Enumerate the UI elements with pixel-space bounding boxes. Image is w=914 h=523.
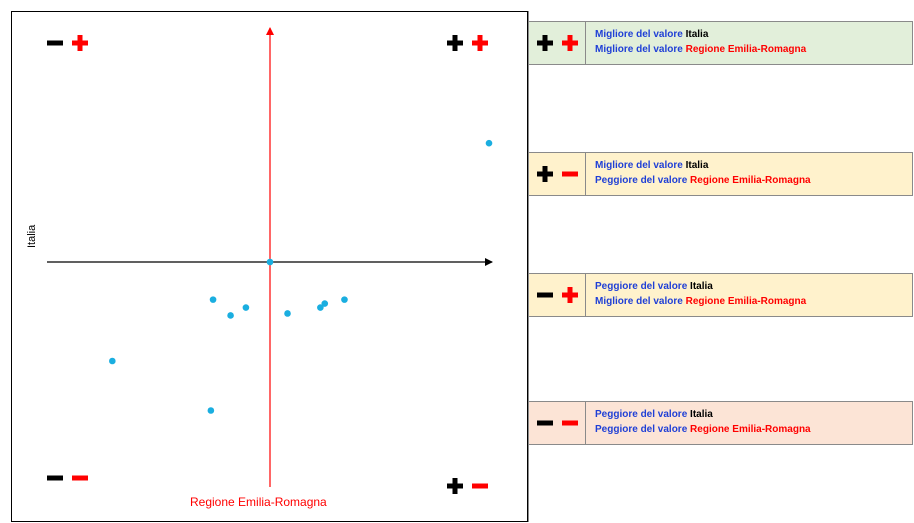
quadrant-symbol-regione-minus: [72, 475, 88, 481]
legend-line2-prefix: Migliore del valore: [595, 296, 683, 307]
quadrant-symbol-italia-plus: [447, 478, 463, 494]
quadrant-symbol-regione-minus: [472, 483, 488, 489]
legend-line1-prefix: Peggiore del valore: [595, 409, 688, 420]
legend-text: Peggiore del valore Italia Migliore del …: [586, 274, 806, 316]
legend-symbol-regione-minus: [562, 420, 578, 426]
legend-symbol-italia-minus: [537, 420, 553, 426]
legend-text: Peggiore del valore Italia Peggiore del …: [586, 402, 811, 444]
data-point: [321, 300, 329, 307]
data-point: [317, 304, 324, 311]
legend-symbol-group: [537, 287, 578, 303]
legend-line2-prefix: Migliore del valore: [595, 44, 683, 55]
x-axis-label: Regione Emilia-Romagna: [190, 495, 327, 509]
legend-line2-subject: Regione Emilia-Romagna: [690, 175, 811, 186]
legend-symbol-regione-minus: [562, 171, 578, 177]
legend-line1-subject: Italia: [690, 281, 713, 292]
quadrant-symbol-regione-plus: [72, 35, 88, 51]
chart-area: [11, 11, 528, 522]
legend-item-better-better: Migliore del valore Italia Migliore del …: [528, 21, 913, 65]
data-point: [227, 312, 234, 319]
legend-line1-subject: Italia: [685, 160, 709, 171]
chart-plot: [47, 27, 493, 494]
data-point: [266, 258, 274, 266]
data-point: [109, 357, 116, 365]
legend-symbol-italia-plus: [537, 35, 553, 51]
legend-symbols: [529, 153, 586, 195]
data-point: [207, 407, 215, 414]
legend-panel: Migliore del valore Italia Migliore del …: [528, 11, 914, 522]
legend-item-worse-better: Peggiore del valore Italia Migliore del …: [528, 273, 913, 317]
y-axis-label: Italia: [26, 224, 38, 248]
legend-line2-subject: Regione Emilia-Romagna: [685, 44, 807, 55]
data-point: [209, 296, 217, 303]
legend-symbols: [529, 22, 586, 64]
quadrant-symbol-italia-plus: [447, 35, 463, 51]
data-point: [242, 304, 250, 311]
legend-divider: [528, 11, 529, 522]
legend-symbol-italia-minus: [537, 292, 553, 298]
legend-line2-subject: Regione Emilia-Romagna: [690, 424, 811, 435]
legend-line1-subject: Italia: [685, 29, 709, 40]
data-point: [284, 310, 291, 317]
legend-symbols: [529, 274, 586, 316]
data-point: [341, 296, 348, 303]
quadrant-symbol-regione-plus: [472, 35, 488, 51]
legend-line2-subject: Regione Emilia-Romagna: [685, 296, 807, 307]
quadrant-symbol-italia-minus: [47, 475, 63, 481]
legend-item-better-worse: Migliore del valore Italia Peggiore del …: [528, 152, 913, 196]
legend-symbol-group: [537, 35, 578, 51]
legend-line1-prefix: Peggiore del valore: [595, 281, 688, 292]
legend-line2-prefix: Peggiore del valore: [595, 175, 688, 186]
legend-symbol-group: [537, 166, 578, 182]
legend-line1-prefix: Migliore del valore: [595, 29, 683, 40]
legend-line2-prefix: Peggiore del valore: [595, 424, 688, 435]
legend-symbol-regione-plus: [562, 35, 578, 51]
data-point: [485, 139, 493, 147]
legend-symbols: [529, 402, 586, 444]
legend-item-worse-worse: Peggiore del valore Italia Peggiore del …: [528, 401, 913, 445]
legend-symbol-italia-plus: [537, 166, 553, 182]
legend-symbol-regione-plus: [562, 287, 578, 303]
legend-text: Migliore del valore Italia Migliore del …: [586, 22, 806, 64]
quadrant-symbol-italia-minus: [47, 40, 63, 46]
legend-symbol-group: [537, 420, 578, 426]
legend-line1-prefix: Migliore del valore: [595, 160, 683, 171]
legend-text: Migliore del valore Italia Peggiore del …: [586, 153, 811, 195]
legend-line1-subject: Italia: [690, 409, 713, 420]
